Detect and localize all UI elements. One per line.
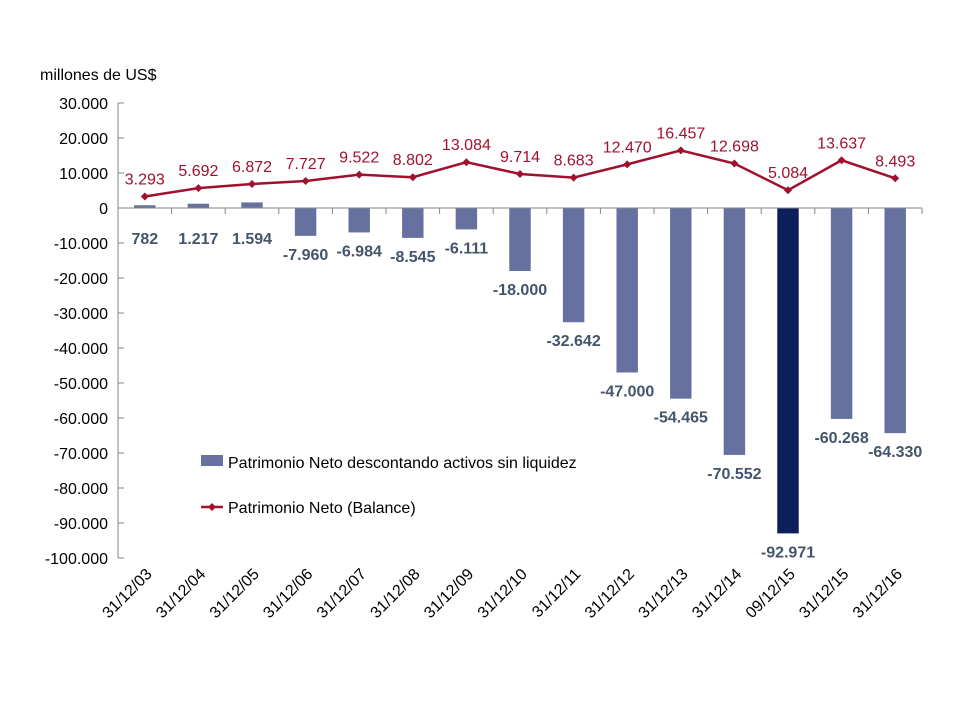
line-point <box>516 170 524 179</box>
y-tick-label: -30.000 <box>54 306 108 323</box>
bar <box>294 208 317 236</box>
y-tick-label: -40.000 <box>54 341 108 358</box>
bar <box>616 208 638 373</box>
line-point <box>891 174 900 183</box>
y-tick-label: -60.000 <box>54 411 108 428</box>
bar-data-label: 1.594 <box>232 231 272 248</box>
line-data-label: 3.293 <box>125 171 165 188</box>
line-data-label: 8.683 <box>554 153 594 170</box>
bar-data-label: -54.465 <box>654 410 708 427</box>
bar <box>241 202 263 208</box>
bar-data-label: -7.960 <box>283 247 328 264</box>
line-data-label: 12.698 <box>710 139 759 156</box>
legend-label-line: Patrimonio Neto (Balance) <box>228 500 416 517</box>
line-point <box>784 186 792 195</box>
x-tick-label: 31/12/12 <box>582 566 638 622</box>
bar <box>562 208 585 323</box>
bar-data-label: -60.268 <box>814 430 868 447</box>
y-tick-label: -90.000 <box>54 516 108 533</box>
x-tick-label: 31/12/14 <box>689 566 745 622</box>
line-point <box>623 160 632 169</box>
x-tick-label: 31/12/09 <box>421 566 477 622</box>
x-tick-label: 31/12/05 <box>207 566 263 622</box>
line-data-label: 9.714 <box>500 149 540 166</box>
x-tick-label: 31/12/15 <box>796 566 852 622</box>
line-point <box>730 159 739 168</box>
line-data-label: 9.522 <box>339 150 379 167</box>
bar-data-label: -47.000 <box>600 384 654 401</box>
x-tick-label: 31/12/16 <box>850 566 906 622</box>
y-tick-label: -100.000 <box>45 551 108 568</box>
line-data-label: 5.084 <box>768 165 808 182</box>
line-data-label: 8.802 <box>393 152 433 169</box>
bar <box>455 208 478 230</box>
bar <box>670 208 692 399</box>
line-data-label: 13.637 <box>817 135 866 152</box>
legend: Patrimonio Neto descontando activos sin … <box>201 455 577 517</box>
bar-data-label: -32.642 <box>546 333 600 350</box>
bar-data-label: -18.000 <box>493 282 547 299</box>
bar <box>402 208 424 238</box>
line-data-label: 13.084 <box>442 137 491 154</box>
bar <box>134 205 156 208</box>
y-tick-label: -50.000 <box>54 376 108 393</box>
bar-data-label: -64.330 <box>868 444 922 461</box>
line-data-label: 6.872 <box>232 159 272 176</box>
x-tick-label: 31/12/10 <box>475 566 531 622</box>
line-point <box>462 158 471 167</box>
bar <box>884 208 906 434</box>
line-point <box>301 176 310 185</box>
x-tick-label: 09/12/15 <box>743 566 799 622</box>
x-tick-label: 31/12/04 <box>153 566 209 622</box>
x-tick-label: 31/12/07 <box>314 566 370 622</box>
y-tick-label: -20.000 <box>54 271 108 288</box>
line-data-label: 7.727 <box>286 156 326 173</box>
line-point <box>676 146 685 155</box>
bar-data-label: -6.111 <box>445 240 489 257</box>
y-tick-label: 20.000 <box>59 131 108 148</box>
legend-marker <box>208 503 216 511</box>
line-point <box>355 170 364 179</box>
bar-data-label: 782 <box>131 231 158 248</box>
bar-data-label: 1.217 <box>178 231 218 248</box>
bar-data-label: -92.971 <box>761 544 815 561</box>
bar <box>723 208 746 455</box>
bar-data-label: -70.552 <box>707 466 761 483</box>
bar <box>777 208 799 534</box>
line-data-label: 16.457 <box>656 125 705 142</box>
bar <box>830 208 853 419</box>
x-tick-label: 31/12/03 <box>100 566 156 622</box>
x-tick-label: 31/12/06 <box>260 566 316 622</box>
legend-swatch-bar <box>201 455 223 466</box>
y-tick-label: -80.000 <box>54 481 108 498</box>
line-point <box>194 184 203 193</box>
bar <box>348 208 370 233</box>
bar <box>187 203 210 208</box>
legend-label-bar: Patrimonio Neto descontando activos sin … <box>228 455 577 472</box>
line-data-label: 12.470 <box>603 139 652 156</box>
line-data-label: 8.493 <box>875 153 915 170</box>
x-tick-label: 31/12/13 <box>636 566 692 622</box>
line-data-label: 5.692 <box>178 163 218 180</box>
bar-data-label: -8.545 <box>390 249 435 266</box>
y-tick-label: -70.000 <box>54 446 108 463</box>
x-tick-label: 31/12/08 <box>368 566 424 622</box>
line-point <box>408 173 417 182</box>
bar-data-label: -6.984 <box>337 243 382 260</box>
x-tick-label: 31/12/11 <box>529 566 584 621</box>
line-point <box>569 173 578 182</box>
y-tick-label: 30.000 <box>59 96 108 113</box>
y-tick-label: 10.000 <box>59 166 108 183</box>
line-point <box>140 192 149 201</box>
y-tick-label: 0 <box>99 201 108 218</box>
line-point <box>837 156 846 165</box>
bar <box>509 208 531 271</box>
y-tick-label: -10.000 <box>54 236 108 253</box>
line-point <box>248 179 256 188</box>
unit-label: millones de US$ <box>40 67 157 84</box>
